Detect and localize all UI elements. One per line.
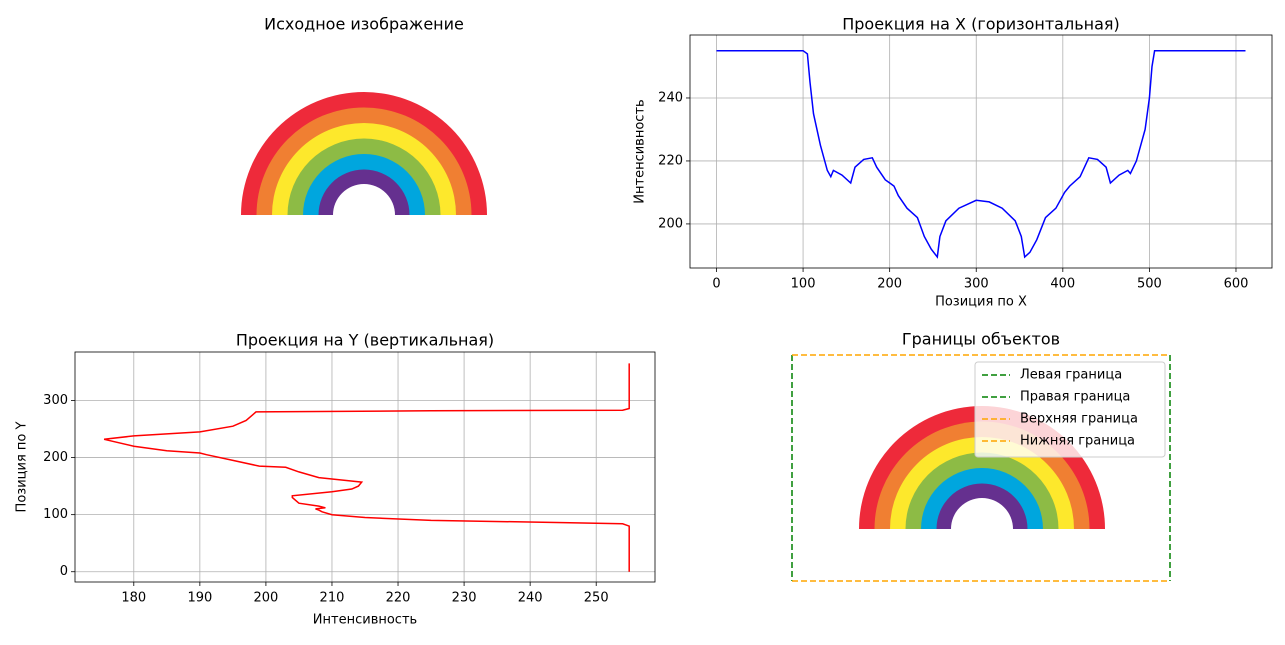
x-tick-label: 190 xyxy=(187,591,212,606)
x-axis-label: Интенсивность xyxy=(313,613,417,628)
y-tick-label: 0 xyxy=(60,564,68,579)
plot-frame xyxy=(689,34,1273,269)
x-tick-label: 200 xyxy=(253,591,278,606)
x-tick-label: 600 xyxy=(1224,277,1249,292)
legend-box xyxy=(974,361,1166,458)
y-axis-label: Позиция по Y xyxy=(15,422,30,513)
x-tick-label: 500 xyxy=(1137,277,1162,292)
rainbow xyxy=(241,92,487,215)
legend-label: Нижняя граница xyxy=(1020,434,1135,449)
chart-title: Границы объектов xyxy=(902,330,1060,349)
chart-title: Исходное изображение xyxy=(264,15,464,34)
y-tick-label: 300 xyxy=(43,393,68,408)
y-tick-label: 200 xyxy=(658,216,683,231)
x-tick-label: 220 xyxy=(386,591,411,606)
x-tick-label: 400 xyxy=(1050,277,1075,292)
legend-label: Правая граница xyxy=(1020,390,1130,405)
chart-title: Проекция на X (горизонтальная) xyxy=(842,15,1120,34)
y-tick-label: 220 xyxy=(658,153,683,168)
rainbow-hole xyxy=(951,498,1013,529)
y-axis-label: Интенсивность xyxy=(633,99,648,203)
legend-label: Верхняя граница xyxy=(1020,412,1138,427)
x-tick-label: 180 xyxy=(121,591,146,606)
y-tick-label: 200 xyxy=(43,450,68,465)
x-tick-label: 250 xyxy=(584,591,609,606)
x-tick-label: 240 xyxy=(518,591,543,606)
data-line xyxy=(716,49,1246,259)
y-tick-label: 240 xyxy=(658,90,683,105)
x-axis-label: Позиция по X xyxy=(935,295,1027,310)
plot-frame xyxy=(74,351,656,583)
y-tick-label: 100 xyxy=(43,507,68,522)
rainbow-hole xyxy=(333,184,395,215)
x-tick-label: 200 xyxy=(877,277,902,292)
x-tick-label: 300 xyxy=(964,277,989,292)
chart-title: Проекция на Y (вертикальная) xyxy=(236,331,494,350)
data-line xyxy=(103,363,630,572)
x-tick-label: 210 xyxy=(320,591,345,606)
x-tick-label: 230 xyxy=(452,591,477,606)
x-tick-label: 0 xyxy=(712,277,720,292)
x-tick-label: 100 xyxy=(791,277,816,292)
legend-label: Левая граница xyxy=(1020,368,1122,383)
